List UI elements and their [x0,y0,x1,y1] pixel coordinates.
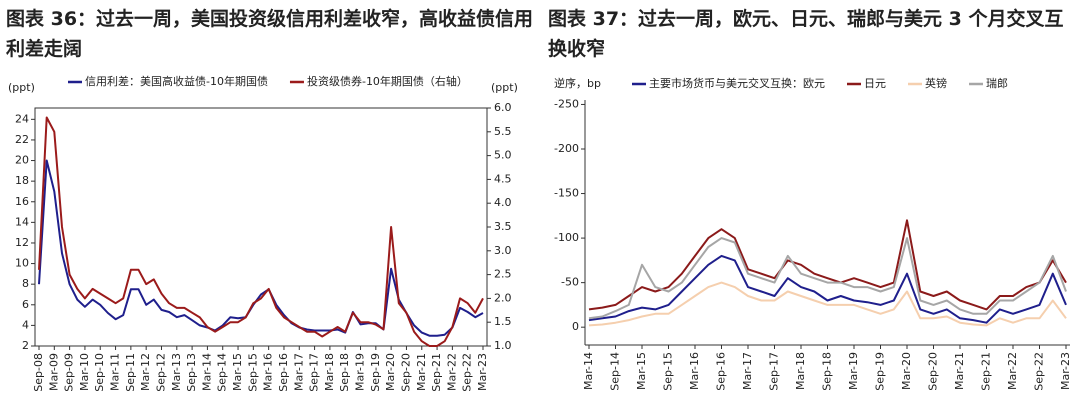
y-tick-label: -50 [561,276,579,289]
x-tick-label: Sep-21 [980,352,993,391]
y2-tick-label: 6.0 [494,101,512,114]
x-tick-label: Mar-14 [200,353,213,391]
x-tick-label: Sep-17 [768,352,781,391]
x-tick-label: Mar-16 [262,353,275,391]
y-tick-label: -200 [554,142,579,155]
y-tick-label: 8 [22,277,29,290]
x-tick-label: Sep-22 [1033,352,1046,391]
y-tick-label: 18 [15,174,29,187]
x-tick-label: Sep-08 [32,353,45,392]
chart-title: 图表 37：过去一周，欧元、日元、瑞郎与美元 3 个月交叉互换收窄 [548,8,1064,60]
x-tick-label: Sep-20 [927,352,940,391]
series-line [38,116,484,347]
y-tick-label: 4 [22,318,29,331]
x-tick-label: Mar-17 [292,353,305,391]
y2-tick-label: 5.0 [494,149,512,162]
y-tick-label: 22 [15,133,29,146]
x-tick-label: Mar-15 [231,353,244,391]
y2-tick-label: 3.5 [494,220,512,233]
x-tick-label: Sep-20 [399,353,412,392]
y-tick-label: 20 [15,154,29,167]
y-tick-label: -250 [554,97,579,110]
x-tick-label: Sep-19 [874,352,887,391]
x-tick-label: Sep-13 [185,353,198,392]
y-tick-label: 14 [15,215,29,228]
y-tick-label: -100 [554,231,579,244]
x-tick-label: Mar-19 [847,352,860,390]
y-tick-label: 24 [15,112,29,125]
series-line [588,219,1067,311]
y-tick-label: 0 [572,320,579,333]
y2-tick-label: 4.0 [494,196,512,209]
series-line [588,254,1067,324]
x-tick-label: Mar-18 [794,352,807,390]
x-tick-label: Mar-18 [323,353,336,391]
x-tick-label: Mar-21 [415,353,428,391]
y2-tick-label: 4.5 [494,172,512,185]
x-tick-label: Sep-18 [821,352,834,391]
legend-label: 日元 [864,77,886,90]
legend-label: 主要市场货币与美元交叉互换：欧元 [649,76,825,90]
y2-tick-label: 1.5 [494,315,512,328]
y2-tick-label: 2.5 [494,268,512,281]
y2-axis-label: (ppt) [491,81,518,94]
y-axis-label: 逆序，bp [554,76,601,90]
y-tick-label: 16 [15,195,29,208]
x-tick-label: Mar-23 [476,353,489,391]
x-tick-label: Mar-12 [139,353,152,391]
series-line [588,281,1067,327]
y-tick-label: 12 [15,236,29,249]
y-tick-label: 2 [22,339,29,352]
y-tick-label: 10 [15,257,29,270]
y2-tick-label: 1.0 [494,339,512,352]
legend-label: 瑞郎 [986,76,1008,90]
plot-frame [34,107,488,347]
x-tick-label: Mar-11 [109,353,122,391]
x-tick-label: Mar-21 [953,352,966,390]
y-axis-label: (ppt) [8,81,35,94]
series-line [38,159,484,337]
y2-tick-label: 5.5 [494,125,512,138]
y-tick-label: 6 [22,298,29,311]
x-tick-label: Sep-15 [246,353,259,392]
x-tick-label: Sep-16 [277,353,290,392]
x-tick-label: Sep-16 [715,352,728,391]
x-tick-label: Mar-10 [78,353,91,391]
x-tick-label: Sep-21 [430,353,443,392]
legend-label: 英镑 [925,76,947,90]
x-tick-label: Sep-17 [308,353,321,392]
x-tick-label: Sep-15 [662,352,675,391]
x-tick-label: Sep-18 [338,353,351,392]
x-tick-label: Mar-22 [445,353,458,391]
x-tick-label: Mar-16 [688,352,701,390]
x-tick-label: Mar-09 [47,353,60,391]
x-tick-label: Sep-11 [124,353,137,392]
x-tick-label: Sep-19 [369,353,382,392]
legend-label: 信用利差：美国高收益债-10年期国债 [85,74,268,88]
x-tick-label: Sep-22 [461,353,474,392]
x-tick-label: Mar-20 [384,353,397,391]
y-tick-label: -150 [554,187,579,200]
y2-tick-label: 3.0 [494,244,512,257]
x-tick-label: Sep-10 [93,353,106,392]
legend-label: 投资级债券-10年期国债（右轴） [307,74,468,88]
x-tick-label: Mar-17 [741,352,754,390]
x-tick-label: Mar-22 [1006,352,1019,390]
x-tick-label: Mar-23 [1059,352,1072,390]
x-tick-label: Mar-15 [635,352,648,390]
chart-title: 图表 36：过去一周，美国投资级信用利差收窄，高收益债信用利差走阔 [6,8,534,60]
x-tick-label: Sep-14 [609,352,622,391]
x-tick-label: Mar-14 [582,352,595,390]
x-tick-label: Mar-20 [900,352,913,390]
x-tick-label: Mar-13 [170,353,183,391]
x-tick-label: Sep-09 [63,353,76,392]
x-tick-label: Sep-14 [216,353,229,392]
series-line [588,237,1067,320]
x-tick-label: Sep-12 [154,353,167,392]
y2-tick-label: 2.0 [494,291,512,304]
x-tick-label: Mar-19 [354,353,367,391]
